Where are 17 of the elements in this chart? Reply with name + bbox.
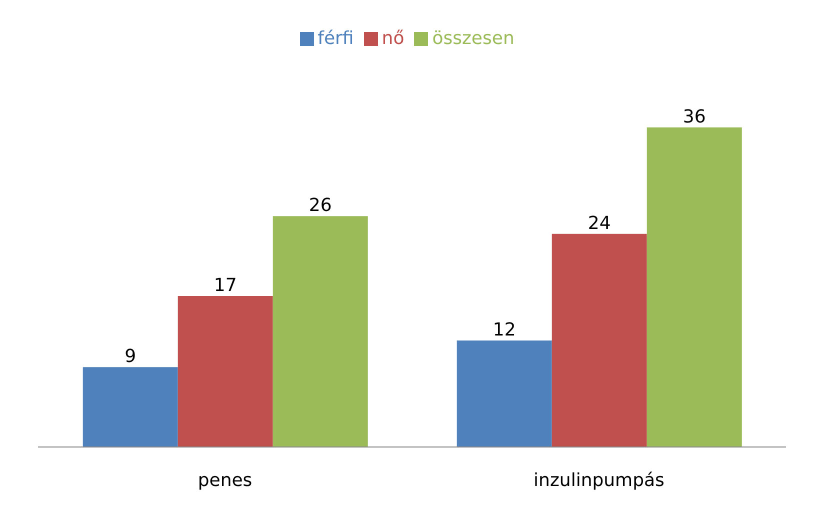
data-label: 36: [682, 106, 706, 128]
data-label: 12: [492, 319, 516, 340]
data-label: 24: [588, 212, 611, 234]
bar: [82, 367, 178, 447]
bar: [456, 340, 552, 447]
bar: [646, 127, 742, 447]
bar: [272, 216, 368, 447]
x-tick-label: inzulinpumpás: [534, 470, 664, 491]
data-label: 26: [308, 195, 332, 216]
legend-label: összesen: [432, 28, 514, 49]
bar: [552, 234, 647, 447]
data-label: 17: [214, 275, 237, 296]
x-tick-label: penes: [198, 470, 252, 491]
bar: [178, 296, 273, 447]
data-label: 9: [124, 346, 136, 368]
legend-label: nő: [382, 28, 404, 49]
legend-label: férfi: [318, 28, 354, 49]
